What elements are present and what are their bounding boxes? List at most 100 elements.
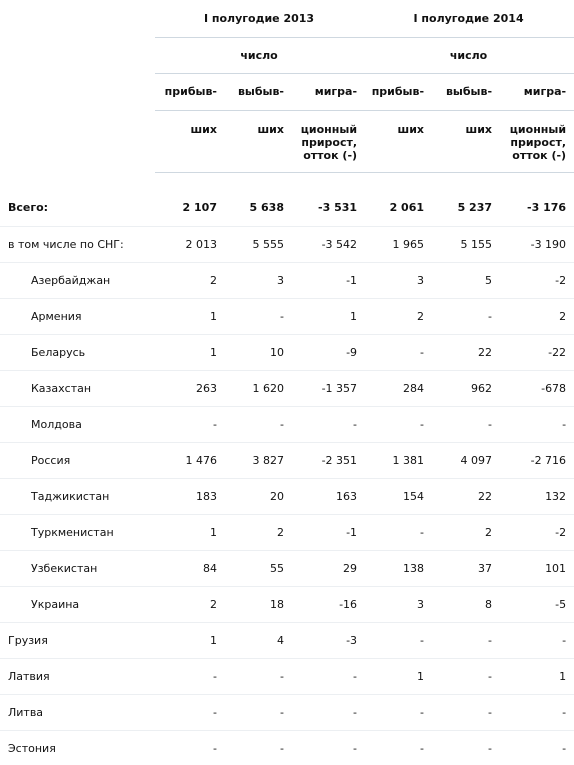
cell: - [365, 694, 433, 731]
cell: 2 013 [155, 226, 225, 263]
cell: 962 [432, 370, 501, 407]
cell: -2 [500, 514, 574, 551]
cell: 2 [155, 586, 225, 623]
cell: -2 716 [500, 442, 574, 479]
cell: - [155, 730, 225, 765]
cell: 5 155 [432, 226, 501, 263]
cell: - [432, 730, 501, 765]
cell: - [500, 694, 574, 731]
cell: - [500, 406, 574, 443]
cell: -9 [292, 334, 366, 371]
cell: - [365, 622, 433, 659]
cell: 3 [365, 262, 433, 299]
cell: -16 [292, 586, 366, 623]
cell: - [225, 658, 292, 695]
cell: - [225, 694, 292, 731]
cell: -2 351 [292, 442, 366, 479]
cell: - [432, 298, 501, 335]
column-header: мигра- [500, 73, 574, 111]
cell: -1 357 [292, 370, 366, 407]
table-row: I полугодие 2013 I полугодие 2014 [0, 0, 574, 38]
cell: 1 620 [225, 370, 292, 407]
cell: 3 827 [225, 442, 292, 479]
cell: 2 061 [365, 190, 433, 227]
cell: - [365, 334, 433, 371]
cell: 2 [365, 298, 433, 335]
cell: 1 [292, 298, 366, 335]
cell: -3 531 [292, 190, 366, 227]
table-row: Азербайджан 2 3 -1 3 5 -2 [0, 262, 574, 299]
row-label: Украина [0, 586, 155, 623]
table-row: Армения 1-1 2-2 [0, 298, 574, 335]
table-row: число число [0, 37, 574, 74]
table-row: Узбекистан 84 55 29 138 37 101 [0, 550, 574, 587]
cell: 1 [155, 334, 225, 371]
cell: 1 [155, 514, 225, 551]
row-label: Латвия [0, 658, 155, 695]
row-label: Таджикистан [0, 478, 155, 515]
cell: - [155, 658, 225, 695]
row-label: в том числе по СНГ: [0, 226, 155, 263]
column-header: ших [225, 110, 292, 173]
cell: - [155, 406, 225, 443]
corner-cell [0, 110, 155, 172]
table-row: Всего: 2 107 5 638 -3 531 2 061 5 237 -3 176 [0, 190, 574, 227]
cell: 101 [500, 550, 574, 587]
cell: - [225, 406, 292, 443]
table-row: Эстония - - - - - - [0, 730, 574, 765]
subheader: число [365, 37, 574, 74]
row-label: Армения [0, 298, 155, 335]
row-label: Эстония [0, 730, 155, 765]
table-row: Литва - - - - - - [0, 694, 574, 731]
cell: - [500, 730, 574, 765]
cell: 22 [432, 478, 501, 515]
cell: 22 [432, 334, 501, 371]
column-header: выбыв- [432, 73, 501, 111]
cell: 5 555 [225, 226, 292, 263]
table-row: Латвия - - -1-1 [0, 658, 574, 695]
column-header: ционный прирост, отток (-) [500, 110, 574, 173]
cell: 2 [500, 298, 574, 335]
row-label: Беларусь [0, 334, 155, 371]
cell: -3 [292, 622, 366, 659]
cell: -1 [292, 262, 366, 299]
row-label: Азербайджан [0, 262, 155, 299]
cell: - [432, 694, 501, 731]
cell: 55 [225, 550, 292, 587]
row-label: Всего: [0, 190, 155, 227]
cell: -22 [500, 334, 574, 371]
cell: -1 [292, 514, 366, 551]
cell: - [292, 406, 366, 443]
cell: 29 [292, 550, 366, 587]
cell: 1 [155, 298, 225, 335]
cell: 2 [432, 514, 501, 551]
cell: 5 237 [432, 190, 501, 227]
table-row [0, 172, 574, 190]
spacer [0, 172, 155, 190]
column-header: ших [432, 110, 501, 173]
corner-cell [0, 37, 155, 73]
table-row: прибыв-выбыв-мигра-прибыв-выбыв-мигра- [0, 73, 574, 111]
row-label: Узбекистан [0, 550, 155, 587]
cell: 2 107 [155, 190, 225, 227]
cell: - [432, 622, 501, 659]
row-label: Молдова [0, 406, 155, 443]
cell: 20 [225, 478, 292, 515]
period-header: I полугодие 2014 [365, 0, 574, 38]
row-label: Туркменистан [0, 514, 155, 551]
column-header: выбыв- [225, 73, 292, 111]
cell: 3 [365, 586, 433, 623]
cell: 154 [365, 478, 433, 515]
column-header: ших [155, 110, 225, 173]
column-header: ших [365, 110, 433, 173]
cell: - [432, 658, 501, 695]
table-row: Беларусь 1 10 -9-22 -22 [0, 334, 574, 371]
cell: 5 [432, 262, 501, 299]
cell: 183 [155, 478, 225, 515]
cell: 1 [500, 658, 574, 695]
cell: - [365, 514, 433, 551]
table-row: Таджикистан 183 20 163 154 22 132 [0, 478, 574, 515]
cell: -3 190 [500, 226, 574, 263]
